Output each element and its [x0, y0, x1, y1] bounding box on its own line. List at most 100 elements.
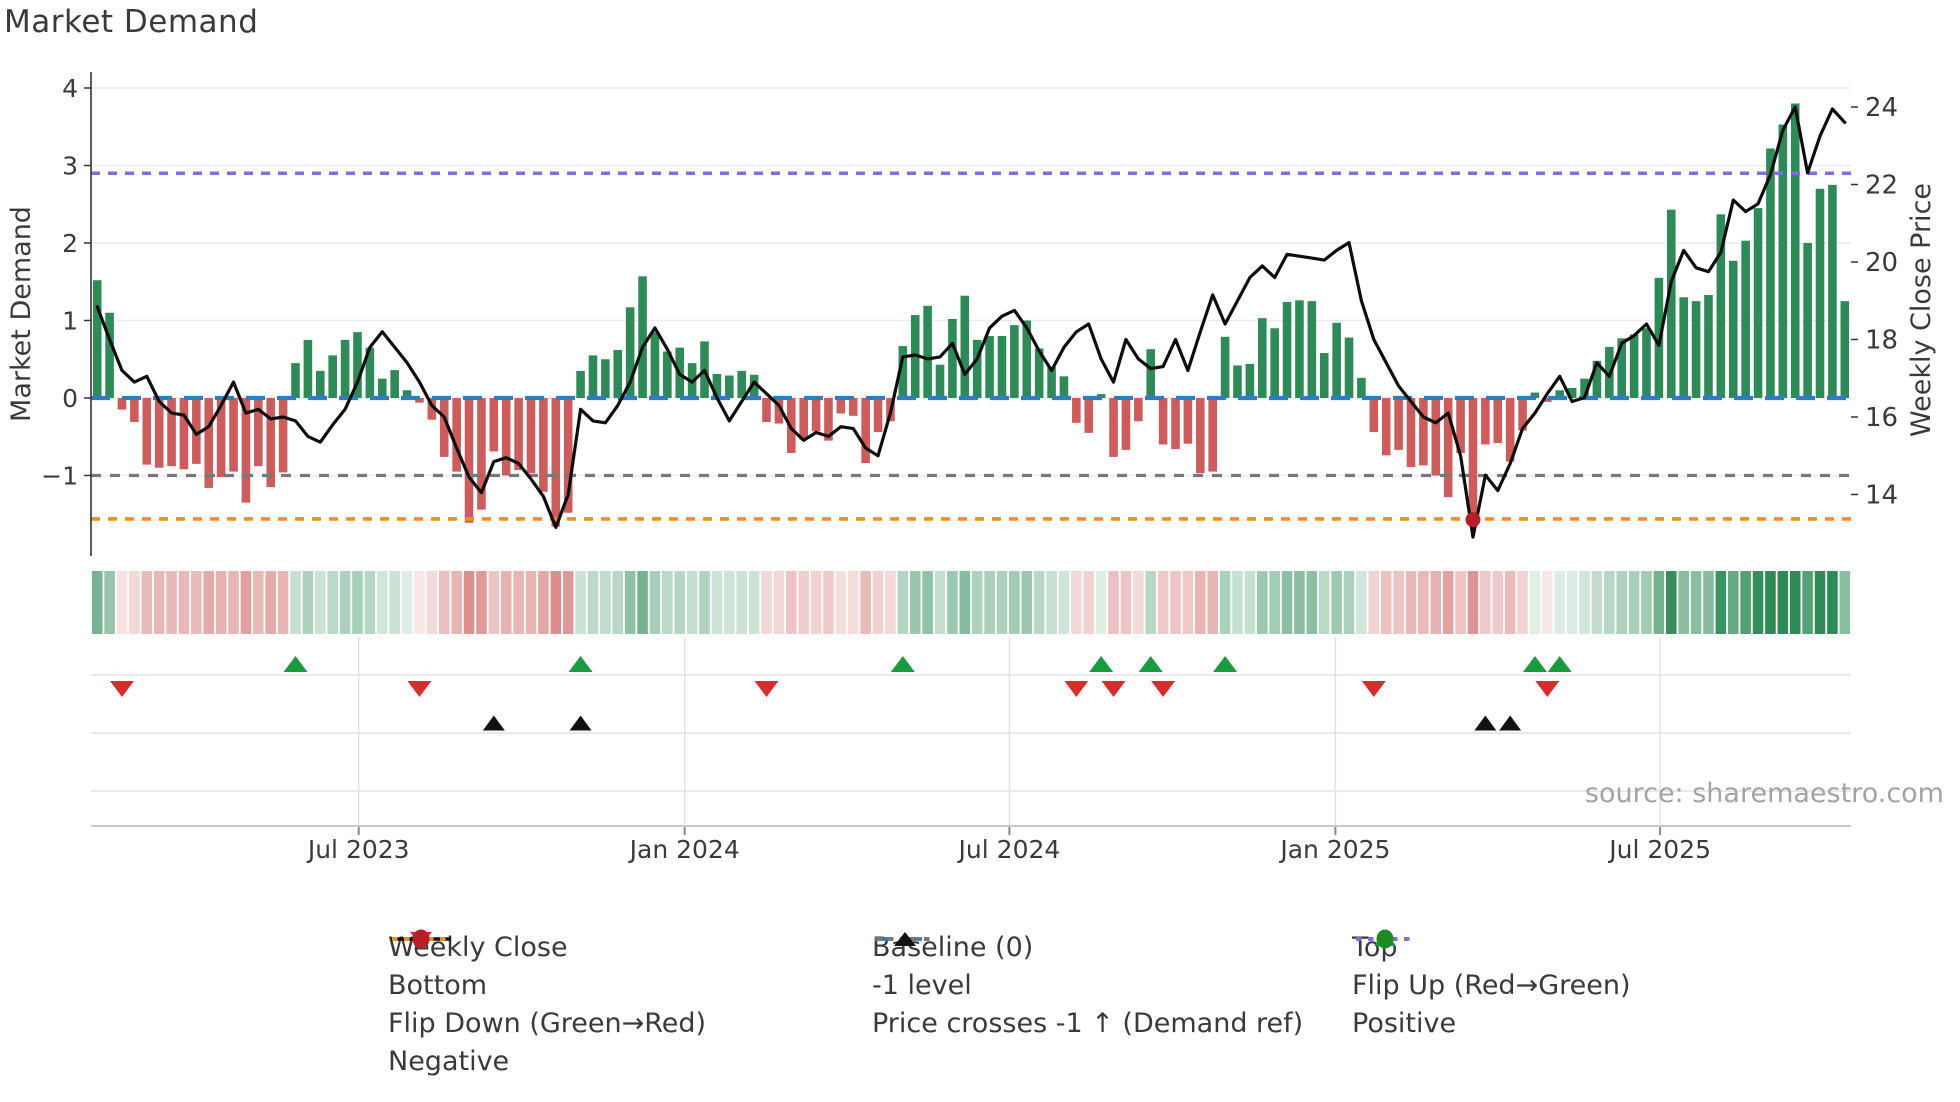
legend-item: Positive	[1352, 929, 1631, 1042]
demand-bar	[1642, 328, 1651, 398]
demand-bar	[1592, 360, 1602, 398]
heatmap-cell	[612, 571, 624, 634]
demand-bar	[935, 364, 945, 398]
heatmap-cell	[1219, 571, 1231, 634]
legend-item: Price crosses -1 ↑ (Demand ref)	[872, 932, 1303, 1042]
demand-bar	[1406, 398, 1416, 467]
heatmap-cell	[513, 571, 524, 634]
demand-bar	[501, 398, 511, 476]
heatmap-cell	[897, 571, 909, 634]
demand-bar	[1134, 398, 1143, 422]
left-axis-tick: 0	[62, 384, 78, 413]
demand-bar	[489, 398, 499, 452]
right-axis-label: Weekly Close Price	[1906, 183, 1937, 437]
heatmap-cell	[1665, 571, 1677, 634]
demand-bar	[861, 398, 870, 464]
flip-up-marker	[1522, 656, 1547, 672]
flip-down-marker	[1535, 681, 1560, 697]
heatmap-cell	[785, 571, 797, 634]
heatmap-cell	[1046, 571, 1057, 634]
heatmap-cell	[1306, 571, 1318, 634]
demand-bar	[663, 351, 672, 398]
demand-bar	[390, 370, 399, 398]
demand-bar	[477, 398, 486, 510]
heatmap-cell	[451, 571, 462, 634]
weekly-close-line	[95, 105, 1847, 539]
demand-bar	[799, 398, 808, 440]
right-axis-tick: 16	[1865, 403, 1898, 433]
heatmap-cell	[761, 571, 772, 634]
heatmap-cell	[909, 571, 921, 634]
negative-dot-marker	[1465, 512, 1481, 528]
demand-bar	[1741, 240, 1750, 398]
heatmap-cell	[1653, 571, 1665, 634]
demand-bar	[613, 349, 623, 398]
legend-label: Bottom	[388, 969, 488, 1001]
heatmap-cell	[1182, 571, 1194, 634]
demand-bar	[1666, 209, 1676, 398]
left-axis-label: Market Demand	[6, 206, 37, 422]
demand-bar	[1828, 184, 1837, 398]
demand-bar	[1072, 398, 1081, 423]
demand-bar	[1468, 398, 1478, 520]
demand-bar	[1679, 297, 1688, 398]
flip-up-marker	[1547, 656, 1572, 672]
demand-bar	[588, 355, 598, 398]
demand-bar	[1270, 328, 1279, 398]
heatmap-cell	[1133, 571, 1144, 634]
price-cross-marker	[1474, 715, 1497, 731]
legend-label: Baseline (0)	[872, 931, 1034, 963]
demand-bar	[1617, 338, 1627, 398]
heatmap-cell	[1678, 571, 1689, 634]
heatmap-cell	[1727, 571, 1739, 634]
demand-bar	[1728, 260, 1738, 398]
demand-bar	[712, 373, 722, 398]
demand-bar	[1307, 301, 1317, 398]
heatmap-cell	[91, 571, 103, 634]
flip-down-marker	[407, 681, 432, 697]
heatmap-cell	[414, 571, 425, 634]
legend-label: -1 level	[872, 969, 972, 1001]
heatmap-cell	[587, 571, 599, 634]
heatmap-cell	[1033, 571, 1045, 634]
heatmap-cell	[265, 571, 277, 634]
price-cross-marker	[482, 715, 505, 731]
heatmap-cell	[1108, 571, 1119, 634]
demand-bar	[1691, 301, 1701, 398]
flip-down-marker	[1151, 681, 1176, 697]
left-axis-tick: −1	[41, 462, 78, 491]
heatmap-cell	[178, 571, 190, 634]
heatmap-cell	[1579, 571, 1590, 634]
demand-bar	[1815, 188, 1825, 398]
heatmap-cell	[773, 571, 785, 634]
demand-bar	[1753, 208, 1763, 398]
heatmap-cell	[1071, 571, 1082, 634]
heatmap-cell	[624, 571, 636, 634]
heatmap-cell	[1157, 571, 1169, 634]
heatmap-cell	[104, 571, 115, 634]
legend-column-2: Baseline (0) -1 level Price crosses -1 ↑ (…	[872, 928, 1303, 1042]
heatmap-cell	[426, 571, 438, 634]
demand-bar	[1171, 398, 1180, 450]
legend-item: Flip Down (Green→Red)	[388, 932, 706, 1042]
heatmap-cell	[1120, 571, 1132, 634]
heatmap-cell	[674, 571, 686, 634]
demand-bar	[1332, 322, 1341, 398]
demand-bar	[650, 332, 660, 398]
heatmap-cell	[934, 571, 946, 634]
tri-up-swatch-icon	[894, 932, 916, 946]
heatmap-cell	[860, 571, 871, 634]
source-credit: source: sharemaestro.com	[1584, 778, 1944, 809]
heatmap-cell	[1492, 571, 1504, 634]
heatmap-cell	[203, 571, 215, 634]
demand-bar	[948, 318, 957, 398]
demand-bar	[1567, 387, 1577, 398]
demand-bar	[154, 398, 164, 468]
demand-bar	[1344, 337, 1354, 398]
heatmap-cell	[637, 571, 648, 634]
demand-bar	[278, 398, 288, 473]
heatmap-cell	[1628, 571, 1640, 634]
heatmap-cell	[798, 571, 809, 634]
legend-item: Bottom	[388, 937, 706, 1004]
heatmap-cell	[500, 571, 512, 634]
